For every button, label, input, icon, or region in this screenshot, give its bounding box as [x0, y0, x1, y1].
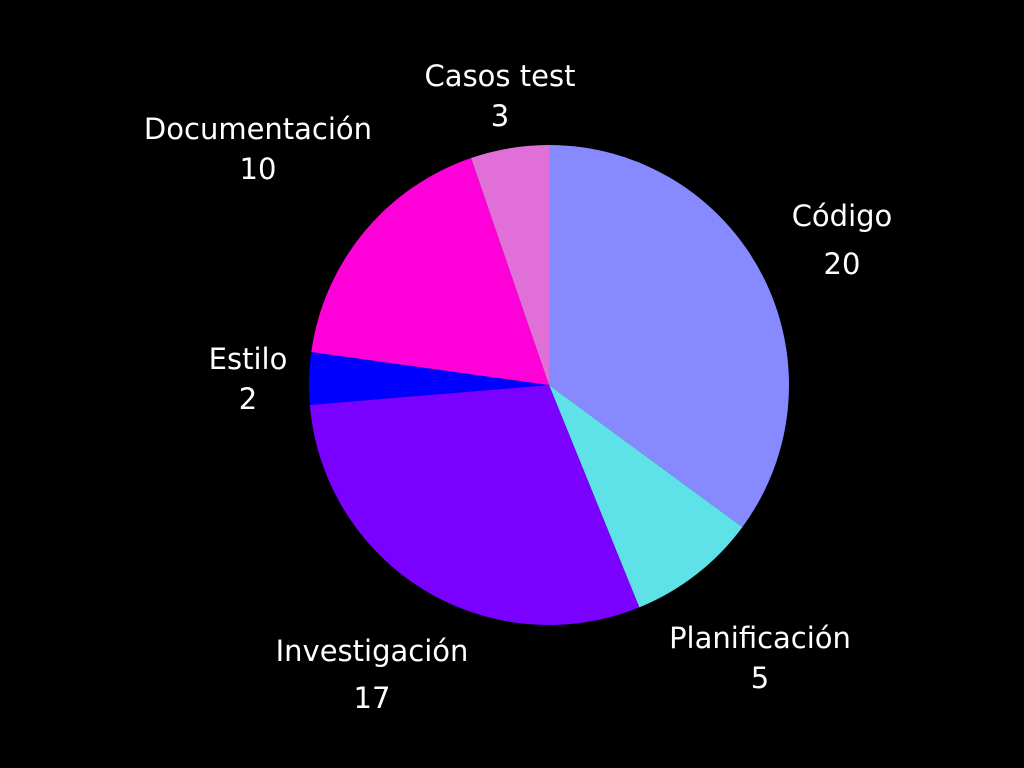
slice-label-name: Casos test	[425, 59, 576, 93]
slice-label-value: 20	[824, 247, 861, 281]
slice-label-name: Estilo	[209, 342, 288, 376]
pie-slice-documentacion	[311, 158, 549, 385]
slice-label-name: Código	[792, 199, 893, 233]
slice-label-value: 5	[751, 661, 769, 695]
pie-slice-planificacion	[549, 385, 743, 608]
pie-labels: Código 20 Planificación 5 Investigación 17 Est…	[144, 59, 892, 715]
slice-label-value: 2	[239, 382, 257, 416]
slice-label-name: Investigación	[276, 634, 469, 668]
slice-label-name: Planificación	[669, 621, 851, 655]
slice-label-value: 10	[240, 152, 277, 186]
pie-slice-estilo	[308, 352, 549, 405]
slice-label-name: Documentación	[144, 112, 372, 146]
pie-slice-investigacion	[309, 385, 640, 625]
pie-slices	[308, 145, 789, 625]
slice-label-value: 3	[491, 99, 509, 133]
slice-label-value: 17	[354, 681, 391, 715]
pie-slice-codigo	[549, 145, 789, 528]
pie-slice-casos-test	[471, 145, 549, 385]
